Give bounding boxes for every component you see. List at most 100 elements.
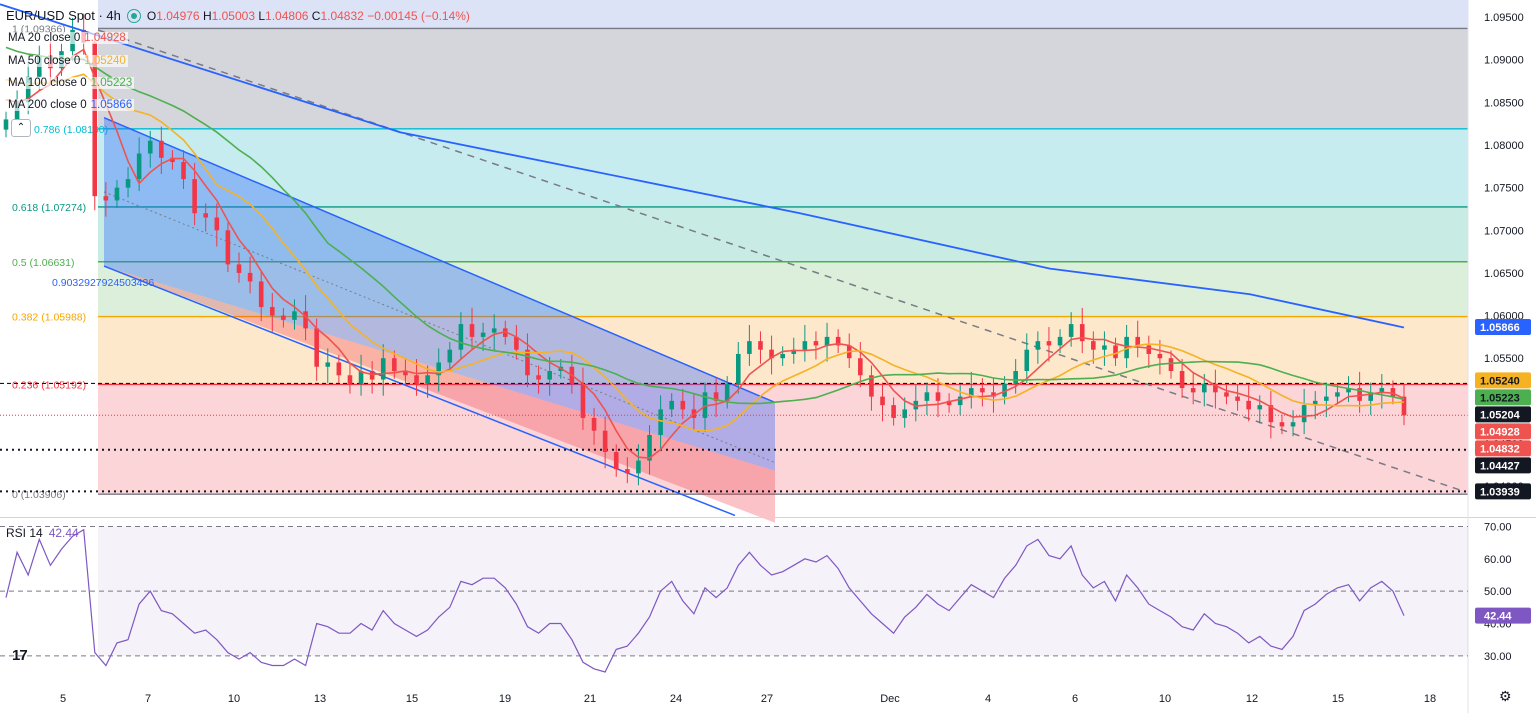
candle: [1279, 414, 1285, 435]
candle-body: [1346, 388, 1351, 393]
candle-body: [1079, 324, 1085, 342]
candle: [236, 252, 242, 283]
candle: [1035, 331, 1041, 364]
candle: [525, 333, 530, 388]
rsi-value-badge: [1475, 607, 1531, 624]
candle-body: [1213, 383, 1218, 393]
candle-body: [380, 358, 386, 380]
ma-line-200: [0, 3, 1405, 329]
candle: [824, 322, 830, 362]
candle-body: [1124, 336, 1129, 359]
time-tick-label: 27: [761, 693, 773, 705]
price-label-text: 1.04427: [1480, 460, 1520, 472]
channel-mid-line: [103, 191, 776, 464]
candle-body: [1024, 349, 1030, 372]
candle-body: [702, 392, 708, 418]
gear-icon[interactable]: ⚙: [1499, 688, 1512, 704]
fib-zone: [98, 206, 1468, 262]
price-label-text: 1.05223: [1480, 392, 1520, 404]
fib-level-label: 0 (1.03906): [12, 489, 66, 501]
candle-body: [103, 196, 109, 201]
moving-averages: [0, 3, 1405, 459]
candle: [924, 382, 930, 415]
ma-line-50: [5, 73, 1405, 432]
candle: [1235, 384, 1240, 411]
low-value: 1.04806: [265, 8, 309, 23]
candle-body: [525, 349, 530, 376]
candle: [436, 348, 442, 392]
candle-body: [580, 383, 586, 418]
high-value: 1.05003: [211, 8, 256, 23]
candle: [1013, 359, 1018, 394]
symbol-title[interactable]: EUR/USD Spot · 4h: [6, 8, 121, 23]
ma100-value: 1.05223: [90, 77, 133, 89]
time-tick-label: 10: [228, 693, 240, 705]
candle: [591, 408, 597, 445]
candle: [647, 425, 652, 475]
candle-body: [735, 353, 741, 384]
open-label: O: [146, 8, 157, 23]
candle: [1224, 384, 1229, 405]
ma20-legend[interactable]: MA 20 close 0 1.04928: [6, 32, 128, 44]
candle-body: [369, 371, 375, 380]
candle-body: [247, 272, 253, 282]
rsi-legend[interactable]: RSI 14 42.44: [6, 526, 79, 540]
candle: [159, 126, 164, 174]
ma100-legend[interactable]: MA 100 close 0 1.05223: [6, 77, 135, 89]
candle-body: [1335, 392, 1340, 397]
time-tick-label: 6: [1072, 693, 1078, 705]
dashed-trendline: [97, 29, 1461, 491]
ma50-legend[interactable]: MA 50 close 0 1.05240: [6, 55, 128, 67]
candle: [369, 361, 375, 394]
price-label-text: 1.04928: [1480, 426, 1520, 438]
candle-body: [25, 76, 31, 103]
time-tick-label: 7: [145, 693, 151, 705]
collapse-legend-button[interactable]: ⌃: [11, 119, 31, 137]
channel-lower-line: [103, 265, 736, 517]
candle: [1146, 335, 1152, 369]
price-tick-label: 1.09000: [1484, 55, 1524, 67]
change-value: −0.00145 (−0.14%): [367, 8, 470, 23]
candle-body: [902, 409, 908, 418]
fibonacci-retracement: 1 (1.09366)0.786 (1.08190)0.618 (1.07274…: [12, 0, 1468, 501]
candle-body: [258, 281, 264, 308]
tradingview-logo-icon[interactable]: 17: [12, 647, 28, 664]
candle-body: [403, 371, 408, 376]
time-tick-label: 24: [670, 693, 682, 705]
candle-body: [680, 400, 686, 410]
candle: [636, 444, 641, 486]
candle: [1335, 384, 1340, 405]
candle: [713, 378, 719, 418]
candle-body: [724, 383, 730, 401]
candle: [447, 342, 453, 371]
candle: [1102, 331, 1107, 366]
candle-body: [1068, 324, 1074, 337]
candle: [1290, 410, 1296, 437]
fib-level-label: 0.5 (1.06631): [12, 257, 74, 269]
ma200-legend[interactable]: MA 200 close 0 1.05866: [6, 99, 135, 111]
price-tick-label: 1.07500: [1484, 183, 1524, 195]
candle-body: [436, 362, 442, 376]
candle-body: [813, 341, 819, 346]
candle-body: [1246, 400, 1251, 410]
candle-body: [669, 400, 675, 410]
candle-body: [1257, 405, 1263, 410]
price-label-badge: [1475, 440, 1531, 457]
candle-body: [1013, 371, 1018, 384]
ma200-value: 1.05866: [90, 99, 133, 111]
candle-body: [281, 315, 286, 320]
candle: [902, 397, 908, 428]
candle-body: [1091, 341, 1096, 350]
candle-body: [1379, 388, 1385, 393]
candle: [469, 307, 475, 349]
ma200-label: MA 200 close 0: [8, 99, 87, 111]
candle-body: [747, 341, 752, 354]
price-tick-label: 1.07000: [1484, 225, 1524, 237]
candle: [1079, 307, 1085, 354]
candle: [1213, 369, 1218, 409]
price-label-text: 1.05204: [1480, 409, 1521, 421]
candle: [735, 342, 741, 394]
candle-body: [114, 187, 120, 201]
candle: [680, 388, 686, 420]
